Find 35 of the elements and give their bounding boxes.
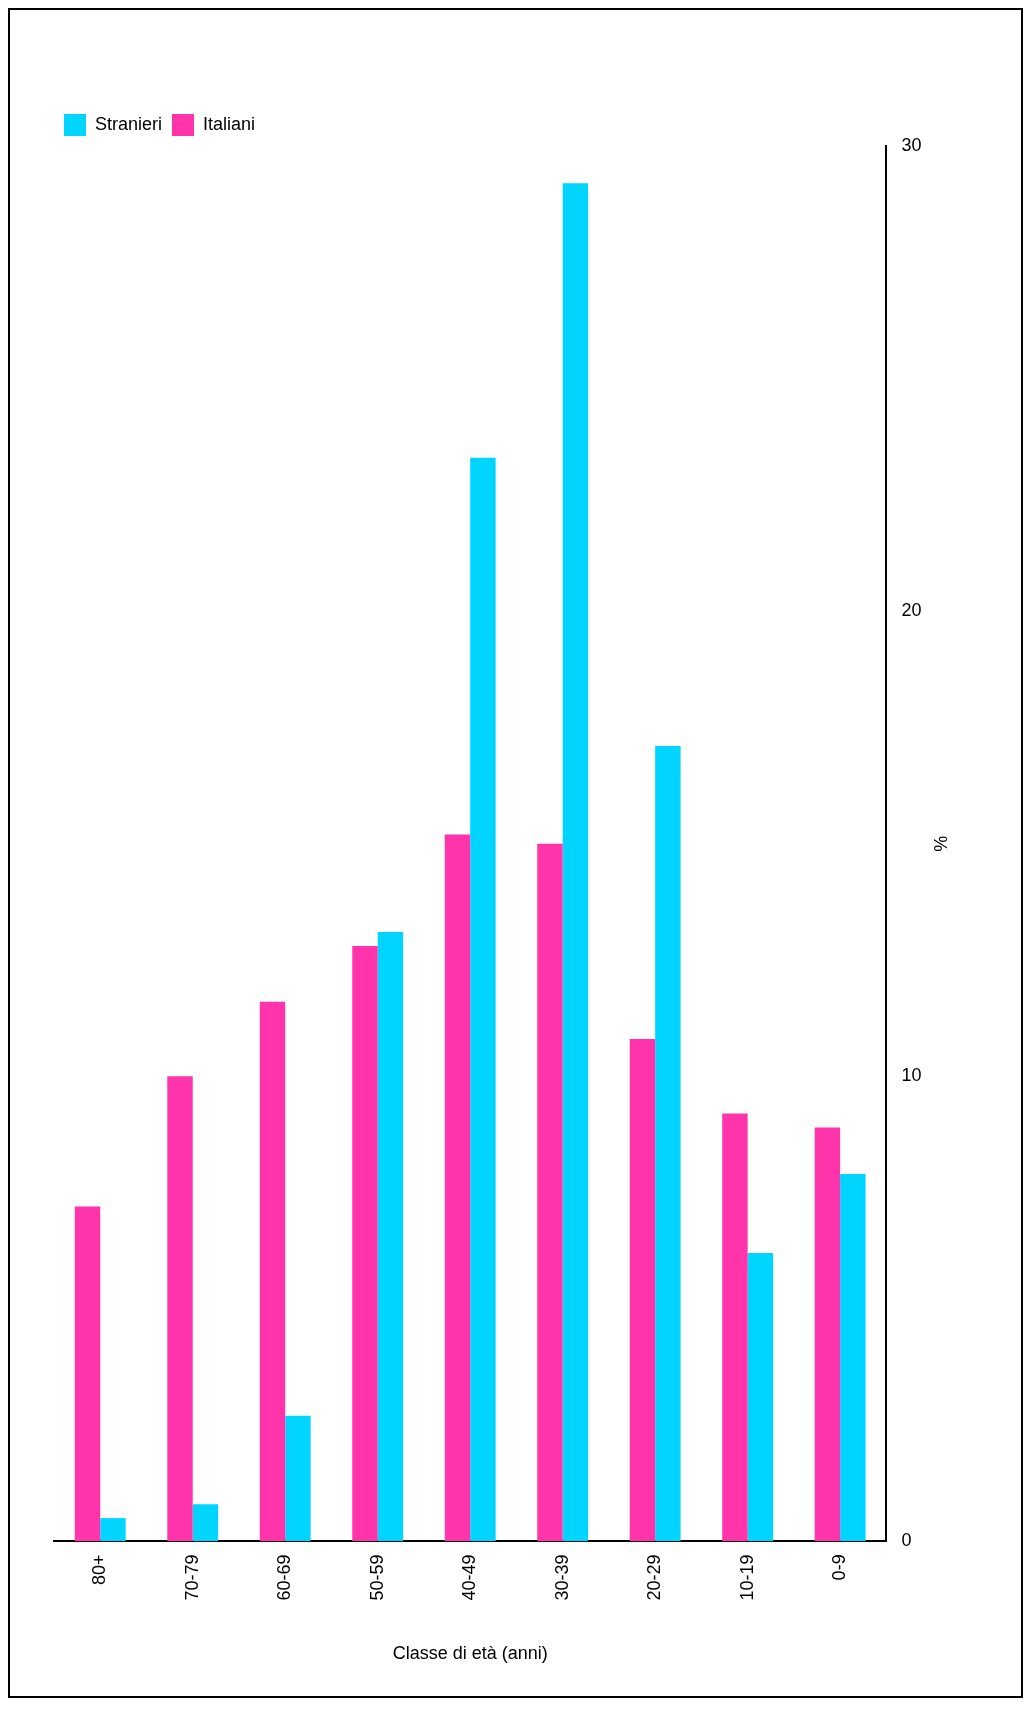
bar xyxy=(655,746,681,1542)
bar xyxy=(444,834,471,1542)
x-tick-label: 0-9 xyxy=(829,1554,850,1581)
x-axis-title: Classe di età (anni) xyxy=(392,1643,548,1664)
bar xyxy=(747,1252,774,1542)
x-tick-label: 80+ xyxy=(89,1554,110,1585)
x-tick-label: 10-19 xyxy=(736,1554,757,1601)
y-tick-label: 0 xyxy=(901,1530,912,1551)
bar xyxy=(562,183,589,1542)
bar xyxy=(352,946,378,1542)
x-tick-label: 20-29 xyxy=(644,1554,665,1601)
bar xyxy=(192,1504,219,1542)
bar xyxy=(259,1001,286,1542)
bar xyxy=(840,1173,866,1542)
y-tick-label: 10 xyxy=(901,1065,922,1086)
legend-label: Stranieri xyxy=(95,113,163,134)
bar xyxy=(167,1076,193,1542)
bar xyxy=(470,457,496,1542)
bar xyxy=(629,1039,656,1542)
bar xyxy=(377,932,404,1542)
x-tick-label: 50-59 xyxy=(366,1554,387,1601)
y-tick-label: 20 xyxy=(901,600,922,621)
bar xyxy=(537,843,563,1542)
y-axis-title: % xyxy=(930,835,951,852)
legend-label: Italiani xyxy=(203,113,256,134)
x-tick-label: 60-69 xyxy=(274,1554,295,1601)
x-tick-label: 70-79 xyxy=(181,1554,202,1601)
y-tick-label: 30 xyxy=(901,134,922,155)
bar xyxy=(100,1518,126,1542)
bar xyxy=(74,1206,101,1542)
bar xyxy=(285,1415,311,1542)
bar xyxy=(814,1127,841,1542)
bar xyxy=(722,1113,748,1542)
x-tick-label: 30-39 xyxy=(551,1554,572,1601)
x-tick-label: 40-49 xyxy=(459,1554,480,1601)
